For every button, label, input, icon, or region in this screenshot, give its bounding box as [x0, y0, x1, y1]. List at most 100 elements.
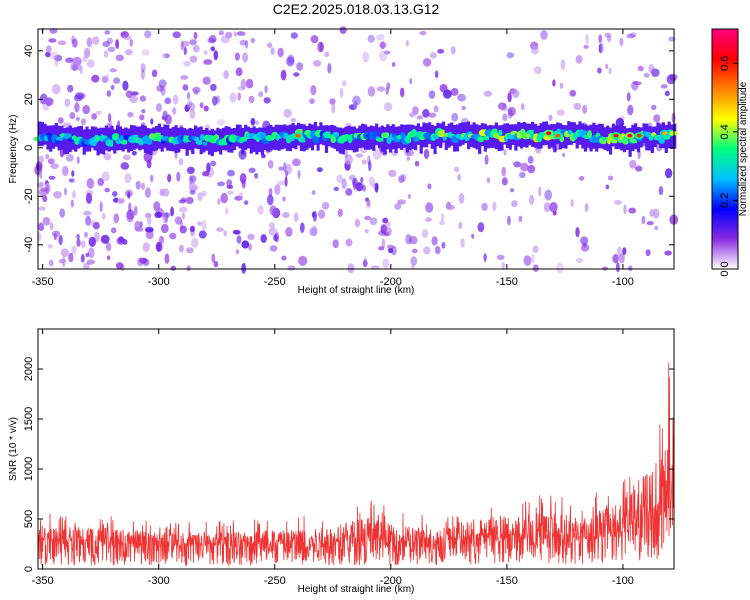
noise-blob [391, 62, 396, 67]
band-blob [498, 129, 503, 136]
noise-blob [608, 67, 612, 75]
noise-blob [379, 41, 386, 49]
snr-x-axis-label: Height of straight line (km) [298, 584, 415, 595]
band-blob [195, 140, 204, 146]
noise-blob [629, 159, 637, 169]
noise-blob [254, 172, 259, 179]
noise-blob [556, 109, 565, 116]
noise-blob [269, 205, 277, 216]
noise-blob [189, 108, 196, 120]
noise-blob [220, 192, 228, 204]
noise-blob [167, 173, 172, 183]
noise-blob [213, 260, 219, 268]
noise-blob [50, 163, 59, 170]
noise-blob [64, 187, 67, 196]
noise-blob [202, 171, 210, 177]
noise-blob [48, 38, 57, 43]
band-base [600, 123, 604, 148]
noise-blob [383, 50, 391, 55]
noise-blob [374, 182, 379, 193]
x-tick-label: -350 [32, 276, 54, 288]
noise-blob [511, 200, 518, 208]
noise-blob [144, 30, 152, 39]
colorbar-frame [711, 28, 739, 270]
noise-blob [513, 161, 522, 168]
y-tick-label: -20 [23, 188, 35, 204]
noise-blob [172, 107, 177, 115]
band-base [79, 125, 83, 148]
noise-blob [527, 155, 534, 164]
noise-blob [519, 171, 526, 179]
noise-blob [227, 169, 235, 177]
noise-blob [651, 104, 657, 111]
noise-blob [192, 44, 200, 53]
noise-blob [189, 55, 198, 63]
noise-blob [353, 100, 358, 109]
noise-blob [501, 262, 506, 271]
noise-blob [224, 207, 229, 216]
noise-blob [85, 252, 90, 258]
noise-blob [258, 91, 264, 98]
noise-blob [293, 212, 299, 222]
noise-blob [210, 83, 217, 92]
noise-blob [507, 215, 511, 226]
noise-blob [411, 264, 415, 269]
noise-blob [626, 92, 631, 102]
noise-blob [193, 31, 198, 40]
noise-blob [285, 163, 292, 175]
noise-blob [151, 69, 158, 78]
noise-blob [422, 108, 430, 118]
noise-blob [203, 105, 209, 112]
noise-blob [646, 221, 654, 226]
noise-blob [86, 259, 96, 265]
noise-blob [217, 198, 221, 205]
noise-blob [65, 154, 74, 162]
noise-blob [364, 229, 369, 234]
noise-blob [364, 215, 372, 221]
noise-blob [223, 70, 229, 80]
noise-blob [400, 87, 405, 98]
noise-blob [532, 245, 539, 253]
noise-blob [585, 34, 589, 45]
noise-blob [575, 227, 580, 238]
band-base [63, 128, 67, 155]
noise-blob [99, 201, 103, 213]
noise-blob [261, 153, 266, 159]
noise-blob [239, 39, 247, 46]
band-base [419, 126, 423, 154]
colorbar-tick-label: 0.4 [719, 124, 731, 139]
y-tick-label: 1500 [23, 407, 35, 431]
noise-blob [57, 117, 64, 124]
noise-blob [45, 184, 50, 195]
noise-blob [39, 172, 43, 179]
noise-blob [549, 202, 558, 213]
noise-blob [104, 187, 110, 193]
noise-blob [255, 120, 260, 126]
noise-blob [365, 201, 372, 209]
noise-blob [135, 180, 141, 190]
y-tick-label: 20 [23, 93, 35, 105]
noise-blob [65, 57, 74, 63]
noise-blob [576, 257, 583, 264]
noise-blob [129, 95, 138, 104]
band-blob [120, 139, 128, 145]
noise-blob [156, 241, 161, 252]
band-blob [199, 134, 205, 141]
noise-blob [622, 247, 627, 256]
noise-blob [580, 236, 589, 246]
colorbar-tick-label: 0.0 [719, 261, 731, 276]
noise-blob [643, 72, 650, 78]
noise-blob [134, 220, 141, 231]
noise-blob [450, 45, 456, 55]
noise-blob [384, 102, 393, 112]
noise-blob [641, 215, 646, 225]
band-base [202, 129, 206, 153]
noise-blob [451, 112, 459, 122]
noise-blob [397, 199, 406, 205]
noise-blob [284, 176, 288, 187]
noise-blob [540, 30, 548, 40]
noise-blob [544, 189, 553, 201]
noise-blob [105, 73, 109, 83]
noise-blob [139, 95, 147, 102]
noise-blob [481, 202, 488, 211]
